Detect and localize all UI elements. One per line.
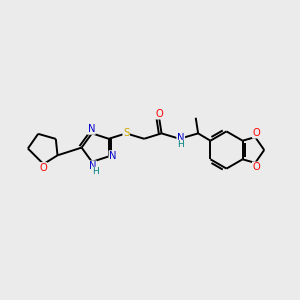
Text: S: S bbox=[123, 128, 129, 138]
Text: N: N bbox=[109, 151, 117, 161]
Text: O: O bbox=[155, 109, 163, 119]
Text: O: O bbox=[39, 163, 47, 173]
Text: O: O bbox=[253, 162, 260, 172]
Text: N: N bbox=[88, 124, 95, 134]
Text: H: H bbox=[92, 167, 99, 176]
Text: O: O bbox=[253, 128, 260, 138]
Text: N: N bbox=[89, 161, 96, 171]
Text: H: H bbox=[177, 140, 184, 149]
Text: N: N bbox=[177, 133, 184, 142]
